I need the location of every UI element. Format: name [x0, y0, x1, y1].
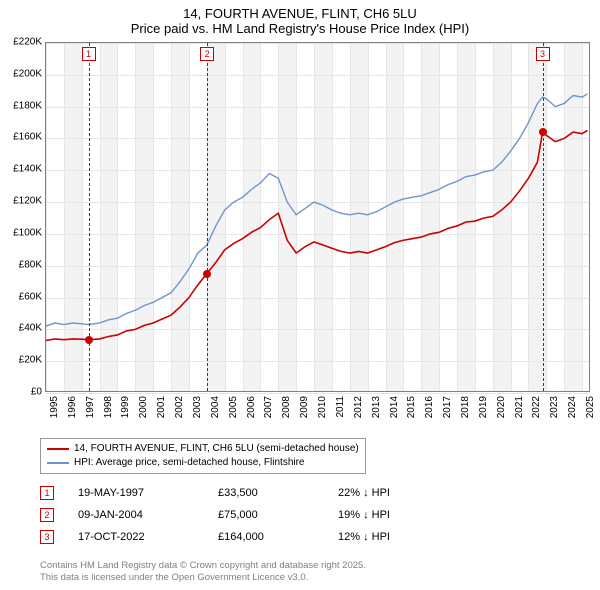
sales-row-diff: 19% ↓ HPI	[338, 509, 438, 521]
sales-row-marker: 3	[40, 530, 54, 544]
x-tick-label: 2024	[567, 396, 578, 418]
x-tick-label: 2003	[192, 396, 203, 418]
sale-marker-box: 3	[536, 47, 550, 61]
title-address: 14, FOURTH AVENUE, FLINT, CH6 5LU	[0, 6, 600, 21]
sale-dot	[203, 270, 211, 278]
legend-label: HPI: Average price, semi-detached house,…	[74, 456, 305, 470]
x-tick-label: 2023	[549, 396, 560, 418]
x-tick-label: 2025	[585, 396, 596, 418]
x-tick-label: 2017	[442, 396, 453, 418]
sale-marker-line	[543, 43, 544, 391]
y-tick-label: £40K	[19, 323, 42, 334]
x-tick-label: 1999	[120, 396, 131, 418]
y-tick-label: £20K	[19, 355, 42, 366]
sale-dot	[85, 336, 93, 344]
chart-plot-area: 1 2 3	[45, 42, 590, 392]
x-tick-label: 2021	[514, 396, 525, 418]
y-tick-label: £120K	[13, 196, 42, 207]
x-tick-label: 1997	[85, 396, 96, 418]
sales-row: 2 09-JAN-2004£75,00019% ↓ HPI	[40, 504, 438, 526]
legend-swatch	[47, 448, 69, 450]
legend-label: 14, FOURTH AVENUE, FLINT, CH6 5LU (semi-…	[74, 442, 359, 456]
y-tick-label: £100K	[13, 227, 42, 238]
footer-line1: Contains HM Land Registry data © Crown c…	[40, 560, 366, 572]
x-tick-label: 2014	[389, 396, 400, 418]
x-tick-label: 2004	[210, 396, 221, 418]
y-tick-label: £160K	[13, 132, 42, 143]
sales-row: 3 17-OCT-2022£164,00012% ↓ HPI	[40, 526, 438, 548]
sale-dot	[539, 128, 547, 136]
x-tick-label: 2005	[228, 396, 239, 418]
y-tick-label: £140K	[13, 164, 42, 175]
sales-table: 1 19-MAY-1997£33,50022% ↓ HPI 2 09-JAN-2004…	[40, 482, 438, 548]
x-tick-label: 2008	[281, 396, 292, 418]
y-axis: £0£20K£40K£60K£80K£100K£120K£140K£160K£1…	[0, 42, 45, 392]
legend-swatch	[47, 462, 69, 464]
y-tick-label: £80K	[19, 259, 42, 270]
x-tick-label: 2011	[335, 396, 346, 418]
y-tick-label: £180K	[13, 100, 42, 111]
footer-line2: This data is licensed under the Open Gov…	[40, 572, 366, 584]
footer-attribution: Contains HM Land Registry data © Crown c…	[40, 560, 366, 584]
sales-row-date: 09-JAN-2004	[78, 509, 218, 521]
x-tick-label: 1996	[67, 396, 78, 418]
legend-item: HPI: Average price, semi-detached house,…	[47, 456, 359, 470]
y-tick-label: £200K	[13, 68, 42, 79]
x-tick-label: 2009	[299, 396, 310, 418]
sales-row-price: £33,500	[218, 487, 338, 499]
x-tick-label: 2007	[263, 396, 274, 418]
x-tick-label: 2019	[478, 396, 489, 418]
series-price_paid	[46, 131, 587, 341]
sales-row-date: 19-MAY-1997	[78, 487, 218, 499]
x-tick-label: 2018	[460, 396, 471, 418]
y-tick-label: £220K	[13, 37, 42, 48]
x-tick-label: 2022	[531, 396, 542, 418]
x-tick-label: 2012	[353, 396, 364, 418]
x-tick-label: 2020	[496, 396, 507, 418]
sale-marker-line	[207, 43, 208, 391]
x-tick-label: 2016	[424, 396, 435, 418]
sales-row-marker: 2	[40, 508, 54, 522]
y-tick-label: £60K	[19, 291, 42, 302]
x-tick-label: 2000	[138, 396, 149, 418]
x-tick-label: 2002	[174, 396, 185, 418]
sale-marker-box: 1	[82, 47, 96, 61]
sales-row-price: £164,000	[218, 531, 338, 543]
sales-row-price: £75,000	[218, 509, 338, 521]
x-tick-label: 1998	[103, 396, 114, 418]
legend-item: 14, FOURTH AVENUE, FLINT, CH6 5LU (semi-…	[47, 442, 359, 456]
x-tick-label: 2010	[317, 396, 328, 418]
x-tick-label: 2015	[406, 396, 417, 418]
x-tick-label: 2001	[156, 396, 167, 418]
sales-row-diff: 22% ↓ HPI	[338, 487, 438, 499]
x-tick-label: 2013	[371, 396, 382, 418]
sales-row-diff: 12% ↓ HPI	[338, 531, 438, 543]
series-hpi	[46, 94, 587, 326]
chart-title: 14, FOURTH AVENUE, FLINT, CH6 5LU Price …	[0, 0, 600, 38]
x-axis: 1995 1996 1997 1998 1999 2000 2001 2002 2003 2004…	[45, 392, 590, 434]
sale-marker-box: 2	[200, 47, 214, 61]
y-tick-label: £0	[31, 387, 42, 398]
sales-row: 1 19-MAY-1997£33,50022% ↓ HPI	[40, 482, 438, 504]
title-subtitle: Price paid vs. HM Land Registry's House …	[0, 21, 600, 36]
chart-lines	[46, 43, 589, 391]
sales-row-date: 17-OCT-2022	[78, 531, 218, 543]
sales-row-marker: 1	[40, 486, 54, 500]
x-tick-label: 2006	[246, 396, 257, 418]
x-tick-label: 1995	[49, 396, 60, 418]
legend: 14, FOURTH AVENUE, FLINT, CH6 5LU (semi-…	[40, 438, 366, 474]
